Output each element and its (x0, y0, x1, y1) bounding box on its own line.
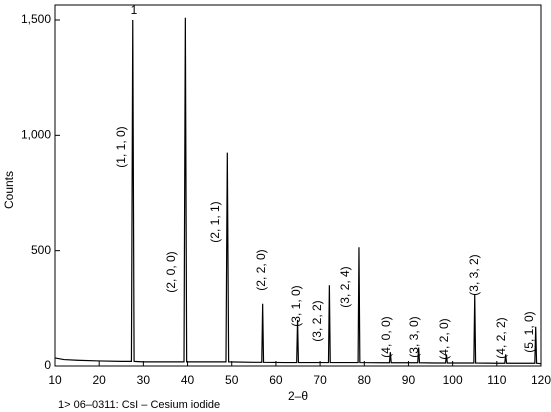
x-tick-label: 80 (358, 373, 372, 387)
x-tick-label: 20 (93, 373, 107, 387)
y-tick-label: 1,000 (21, 128, 51, 142)
y-tick-label: 0 (44, 358, 51, 372)
plot-frame (54, 4, 542, 367)
peak-annotation: (3, 2, 4) (338, 266, 352, 307)
pattern-line (54, 17, 542, 365)
x-tick-label: 90 (402, 373, 416, 387)
x-tick-label: 30 (137, 373, 151, 387)
x-tick-label: 70 (313, 373, 327, 387)
peak-annotation: (4, 2, 2) (494, 317, 508, 358)
footnote: 1> 06–0311: CsI – Cesium iodide (58, 399, 220, 411)
y-axis-label: Counts (2, 171, 16, 209)
peak-annotation: (2, 2, 0) (254, 249, 268, 290)
x-axis-label: 2–θ (288, 389, 308, 403)
peak-annotation: (4, 2, 0) (437, 318, 451, 359)
x-tick-label: 50 (225, 373, 239, 387)
peak-annotation: (3, 3, 2) (467, 254, 481, 295)
x-tick-label: 110 (487, 373, 506, 387)
peak-annotation: (3, 2, 2) (310, 300, 324, 341)
peak-annotation: (2, 0, 0) (164, 251, 178, 292)
peak-annotation: (5, 1, 0) (522, 311, 536, 352)
x-tick-label: 60 (269, 373, 283, 387)
peak-annotation: (4, 0, 0) (379, 316, 393, 357)
x-tick-label: 10 (48, 373, 62, 387)
peak-annotation: (3, 3, 0) (407, 316, 421, 357)
peak-annotation: (1, 1, 0) (114, 126, 128, 167)
x-tick-label: 120 (531, 373, 551, 387)
y-tick-label: 500 (31, 243, 51, 257)
peak-annotation: (2, 1, 1) (208, 201, 222, 242)
x-tick-label: 100 (443, 373, 463, 387)
y-tick-label: 1,500 (21, 12, 51, 26)
peak-marker: 1 (131, 3, 138, 17)
x-tick-label: 40 (181, 373, 195, 387)
peak-annotation: (3, 1, 0) (289, 285, 303, 326)
